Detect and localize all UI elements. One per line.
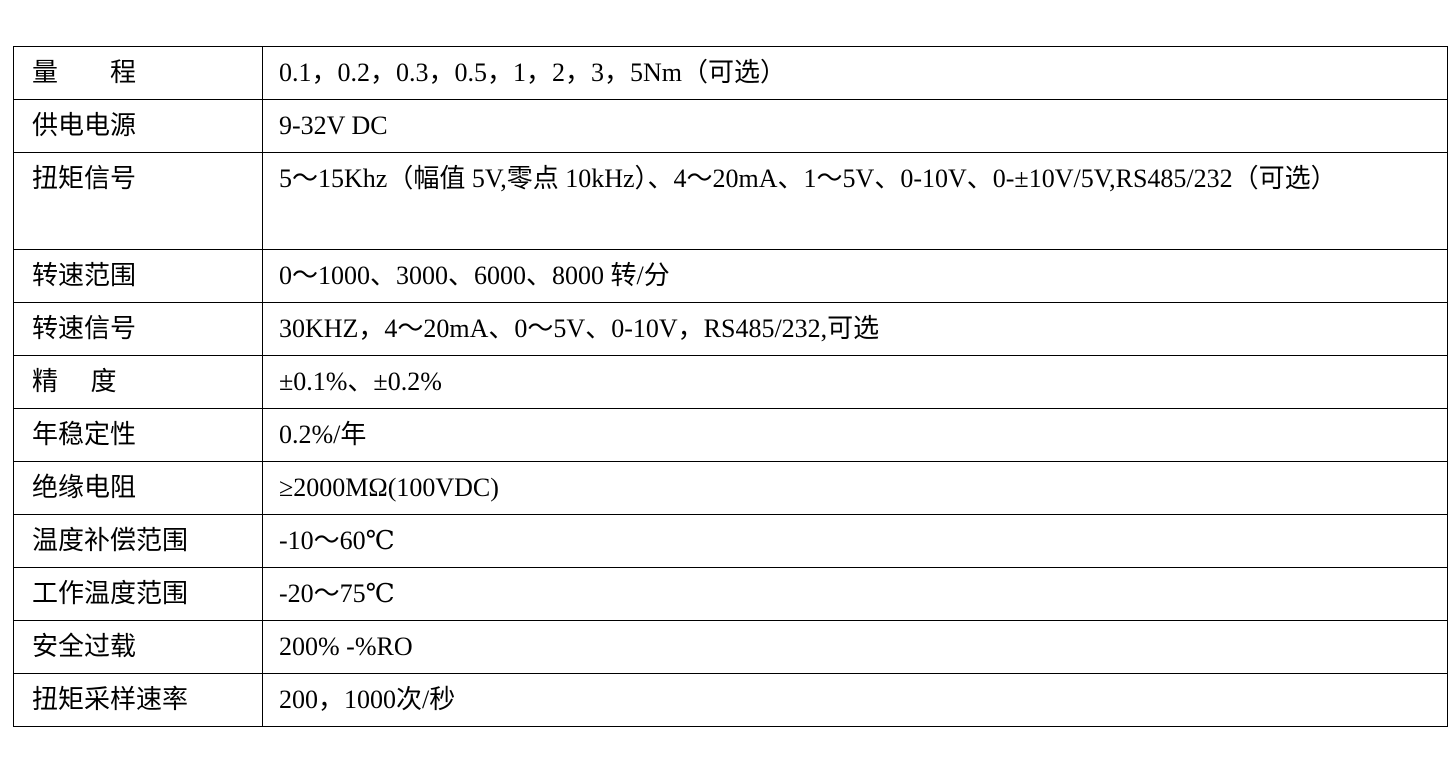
spec-label: 绝缘电阻 <box>13 461 263 515</box>
spec-value: 0.2%/年 <box>262 408 1448 462</box>
spec-table: 量 程 0.1，0.2，0.3，0.5，1，2，3，5Nm（可选） 供电电源 9-32… <box>13 46 1448 727</box>
spec-value: -20～75℃ <box>262 567 1448 621</box>
spec-label: 年稳定性 <box>13 408 263 462</box>
table-row: 工作温度范围 -20～75℃ <box>13 567 1448 621</box>
table-row: 量 程 0.1，0.2，0.3，0.5，1，2，3，5Nm（可选） <box>13 46 1448 100</box>
spec-value: ≥2000MΩ(100VDC) <box>262 461 1448 515</box>
spec-value: 0.1，0.2，0.3，0.5，1，2，3，5Nm（可选） <box>262 46 1448 100</box>
spec-value: 200% -%RO <box>262 620 1448 674</box>
spec-value: 5～15Khz（幅值 5V,零点 10kHz）、4～20mA、1～5V、0-10… <box>262 152 1448 250</box>
table-row: 精 度 ±0.1%、±0.2% <box>13 355 1448 409</box>
spec-label: 安全过载 <box>13 620 263 674</box>
spec-label: 量 程 <box>13 46 263 100</box>
table-row: 转速范围 0～1000、3000、6000、8000 转/分 <box>13 249 1448 303</box>
spec-value: 9-32V DC <box>262 99 1448 153</box>
spec-label: 精 度 <box>13 355 263 409</box>
spec-value: 0～1000、3000、6000、8000 转/分 <box>262 249 1448 303</box>
table-row: 扭矩信号 5～15Khz（幅值 5V,零点 10kHz）、4～20mA、1～5V、… <box>13 152 1448 250</box>
spec-value: 30KHZ，4～20mA、0～5V、0-10V，RS485/232,可选 <box>262 302 1448 356</box>
spec-label: 温度补偿范围 <box>13 514 263 568</box>
spec-label: 转速信号 <box>13 302 263 356</box>
spec-value: -10～60℃ <box>262 514 1448 568</box>
table-row: 扭矩采样速率 200，1000次/秒 <box>13 673 1448 727</box>
table-row: 绝缘电阻 ≥2000MΩ(100VDC) <box>13 461 1448 515</box>
spec-label: 扭矩采样速率 <box>13 673 263 727</box>
table-row: 供电电源 9-32V DC <box>13 99 1448 153</box>
table-row: 温度补偿范围 -10～60℃ <box>13 514 1448 568</box>
spec-label: 供电电源 <box>13 99 263 153</box>
spec-value: 200，1000次/秒 <box>262 673 1448 727</box>
table-row: 年稳定性 0.2%/年 <box>13 408 1448 462</box>
spec-value: ±0.1%、±0.2% <box>262 355 1448 409</box>
table-row: 转速信号 30KHZ，4～20mA、0～5V、0-10V，RS485/232,可选 <box>13 302 1448 356</box>
spec-label: 工作温度范围 <box>13 567 263 621</box>
spec-label: 转速范围 <box>13 249 263 303</box>
spec-label: 扭矩信号 <box>13 152 263 250</box>
table-row: 安全过载 200% -%RO <box>13 620 1448 674</box>
